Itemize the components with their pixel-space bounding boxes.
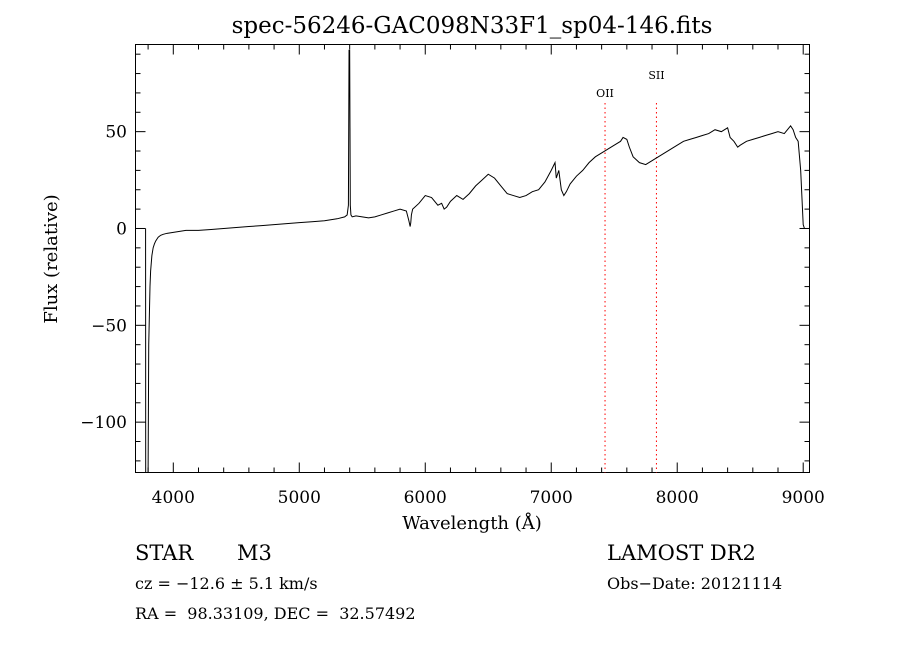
redshift-velocity: cz = −12.6 ± 5.1 km/s [135,574,318,593]
axis-tick-labels: 4000 5000 6000 7000 8000 9000 −100 −50 0 50 [80,123,825,508]
object-subclass: M3 [237,541,272,565]
y-axis-label: Flux (relative) [41,194,62,323]
x-tick-label: 5000 [278,488,321,508]
object-class: STAR [135,541,194,565]
axis-ticks [135,44,810,473]
annotation-label: SII [648,69,664,82]
sky-coordinates: RA = 98.33109, DEC = 32.57492 [135,604,416,623]
plot-frame [135,44,810,473]
chart-title: spec-56246-GAC098N33F1_sp04-146.fits [232,13,713,39]
y-tick-label: −100 [80,413,127,433]
y-tick-label: −50 [91,316,127,336]
annotation-label: OII [596,87,614,100]
x-tick-label: 4000 [152,488,195,508]
x-tick-label: 9000 [782,488,825,508]
x-tick-label: 6000 [404,488,447,508]
x-tick-label: 7000 [530,488,573,508]
x-axis-label: Wavelength (Å) [402,512,542,534]
observation-date: Obs−Date: 20121114 [607,574,783,593]
x-tick-label: 8000 [656,488,699,508]
spectrum-line [145,49,806,473]
survey-name: LAMOST DR2 [607,541,756,565]
y-tick-label: 50 [105,123,127,143]
y-tick-label: 0 [116,219,127,239]
line-annotations: OII SII [596,69,665,473]
